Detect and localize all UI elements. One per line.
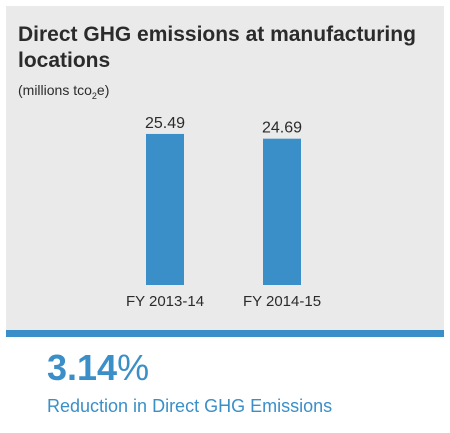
chart-unit-label: (millions tco2e) [18,82,110,101]
bar-value-label-1: 25.49 [145,115,185,132]
category-label-2: FY 2014-15 [243,293,321,310]
section-divider [6,330,444,337]
bar-1 [146,133,184,285]
bar-value-label-2: 24.69 [262,120,302,137]
reduction-caption: Reduction in Direct GHG Emissions [47,396,333,416]
reduction-percent: 3.14% [47,347,150,388]
chart-panel [6,6,444,330]
chart-title: Direct GHG emissions at manufacturing lo… [18,23,416,72]
category-label-1: FY 2013-14 [126,293,204,310]
bar-2 [263,138,301,285]
bar-chart: 25.49 FY 2013-14 24.69 FY 2014-15 [126,115,321,310]
summary-panel [6,337,444,427]
